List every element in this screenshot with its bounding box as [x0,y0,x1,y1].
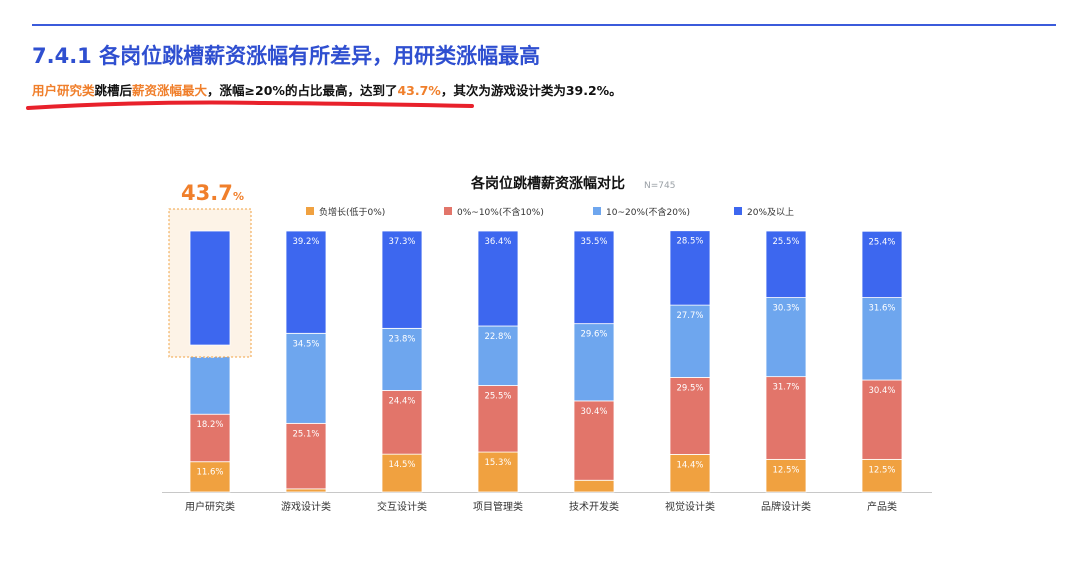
legend-label: 负增长(低于0%) [319,206,385,218]
subtitle-text: ，其次为游戏设计类为39.2%。 [440,83,622,98]
subtitle-highlight-claim: 薪资涨幅最大 [132,83,208,98]
bar-segment [861,379,903,460]
bar-segment [285,332,327,424]
bar-segment [285,230,327,334]
legend-label: 20%及以上 [747,207,794,218]
bar-segment [573,400,615,481]
red-underline-stroke [26,100,474,110]
bar-segment [477,451,519,493]
data-label: 30.3% [772,304,799,314]
data-label: 11.6% [196,468,223,478]
legend-swatch [734,207,742,215]
bar-segment [669,304,711,378]
bar-segment [573,323,615,402]
bar-segment [381,390,423,455]
bar-segment [285,488,327,493]
data-label: 39.2% [292,237,319,247]
bar-segment [381,327,423,391]
bar-segment [477,230,519,327]
x-tick-label: 技术开发类 [569,500,619,513]
bar-segment [861,230,903,298]
x-tick-label: 交互设计类 [377,500,427,513]
data-label: 25.5% [484,392,511,402]
legend-label: 0%~10%(不含10%) [457,206,544,218]
subtitle-highlight-category: 用户研究类 [32,83,95,98]
data-label: 29.5% [676,383,703,393]
data-label: 27.7% [676,311,703,321]
data-label: 22.8% [484,332,511,342]
data-label: 14.5% [388,460,415,470]
bar-segment [765,458,807,493]
x-tick-label: 用户研究类 [185,500,235,513]
data-label: 31.6% [868,304,895,314]
data-label: 35.5% [580,237,607,247]
data-label: 14.4% [676,460,703,470]
data-label: 23.8% [388,334,415,344]
data-label: 29.6% [580,330,607,340]
bar-segment [381,230,423,329]
data-label: 37.3% [388,237,415,247]
bar-segment [861,458,903,493]
data-label: 36.4% [484,237,511,247]
bar-segment [861,297,903,381]
x-tick-label: 产品类 [867,500,897,513]
bar-segment [765,297,807,378]
top-divider [32,24,1056,26]
bar-segment [573,230,615,325]
bar-segment [477,385,519,453]
data-label: 30.4% [868,386,895,396]
bar-segment [765,230,807,298]
bar-segment [189,230,231,346]
data-label: 31.7% [772,383,799,393]
data-label: 12.5% [868,465,895,475]
data-label: 18.2% [196,420,223,430]
bar-segment [285,422,327,490]
bar-segment [381,453,423,493]
subtitle-text: 跳槽后 [94,83,133,98]
bar-segment [669,230,711,306]
bar-segment [765,376,807,460]
bar-segment [669,377,711,455]
data-label: 25.4% [868,237,895,247]
subtitle-text: ，涨幅≥20%的占比最高，达到了 [207,83,398,98]
legend-swatch [593,207,601,215]
data-label: 25.1% [292,429,319,439]
page-title: 7.4.1 各岗位跳槽薪资涨幅有所差异，用研类涨幅最高 [32,44,541,68]
data-label: 12.5% [772,465,799,475]
bar-segment [189,413,231,463]
data-label: 25.5% [772,237,799,247]
x-tick-label: 项目管理类 [473,500,523,513]
chart-sample-size: N=745 [644,181,675,191]
callout-unit: % [233,190,244,203]
x-tick-label: 游戏设计类 [281,500,331,513]
chart-title: 各岗位跳槽薪资涨幅对比 [470,175,625,192]
callout-value: 43.7 [181,181,233,205]
legend-swatch [306,207,314,215]
data-label: 30.4% [580,407,607,417]
bar-segment [477,325,519,386]
x-tick-label: 视觉设计类 [665,500,715,513]
page-subtitle: 用户研究类跳槽后薪资涨幅最大，涨幅≥20%的占比最高，达到了43.7%，其次为游… [32,80,622,99]
data-label: 28.5% [676,237,703,247]
x-tick-label: 品牌设计类 [761,500,811,513]
legend-swatch [444,207,452,215]
bar-segment [189,461,231,493]
data-label: 15.3% [484,458,511,468]
data-label: 34.5% [292,339,319,349]
bar-segment [573,479,615,493]
subtitle-highlight-value: 43.7% [397,83,441,98]
legend-label: 10~20%(不含20%) [606,206,690,218]
data-label: 24.4% [388,396,415,406]
